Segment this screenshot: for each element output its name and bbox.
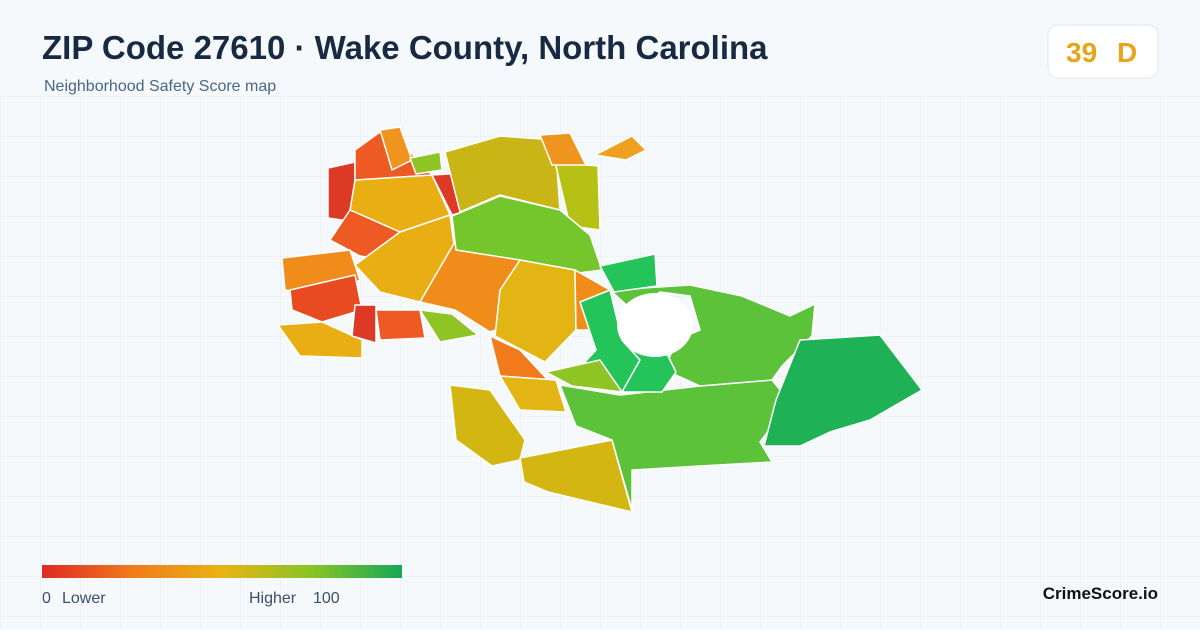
region (289, 274, 363, 323)
score-value: 39 (1066, 37, 1097, 68)
score-grade: D (1117, 37, 1137, 68)
legend-max-label: Higher (249, 590, 297, 607)
map (277, 126, 923, 513)
legend-bar (42, 565, 402, 578)
legend-min-label: Lower (62, 590, 106, 607)
region (519, 439, 633, 513)
region (539, 132, 587, 166)
region (594, 135, 647, 161)
region (277, 321, 363, 359)
region (499, 375, 567, 413)
region (375, 309, 426, 341)
map-hole (617, 293, 693, 357)
legend-max: 100 (313, 590, 340, 607)
region (599, 253, 658, 293)
subtitle: Neighborhood Safety Score map (44, 78, 276, 95)
region (763, 334, 923, 447)
region (351, 304, 377, 344)
score-box (1047, 24, 1159, 79)
legend-min: 0 (42, 590, 51, 607)
brand: CrimeScore.io (1043, 584, 1158, 603)
region (419, 309, 479, 343)
region (409, 151, 443, 175)
title: ZIP Code 27610 · Wake County, North Caro… (42, 29, 768, 66)
region (609, 284, 816, 387)
